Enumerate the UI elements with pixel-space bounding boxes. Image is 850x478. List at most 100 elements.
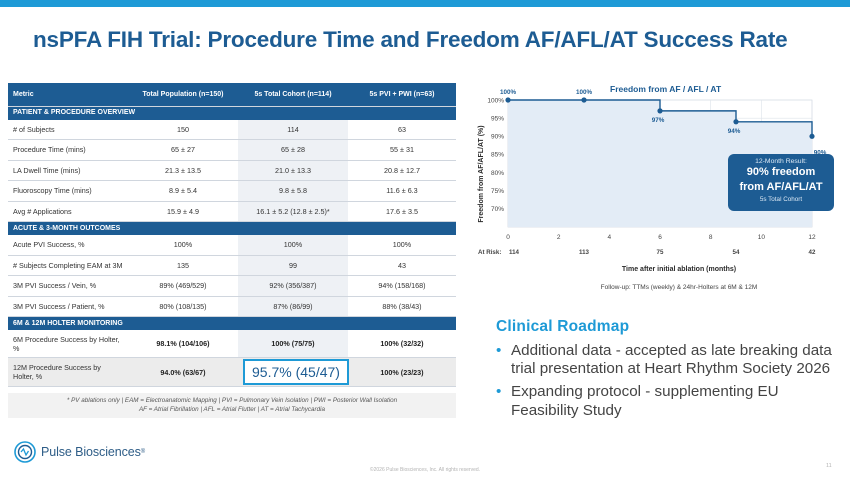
cell-value: 100% — [128, 234, 238, 256]
roadmap-list: • Additional data - accepted as late brea… — [496, 342, 836, 425]
data-label: 90% — [814, 149, 827, 156]
chart-ylabel: Freedom from AF/AFL/AT (%) — [478, 125, 485, 222]
data-point — [505, 97, 511, 103]
x-tick-label: 8 — [709, 234, 713, 241]
row-label: Avg # Applications — [8, 201, 128, 222]
cell-value: 100% — [348, 234, 456, 256]
table-row: Fluoroscopy Time (mins) 8.9 ± 5.4 9.8 ± … — [8, 180, 456, 202]
header-5s-total-cohort: 5s Total Cohort (n=114) — [238, 83, 348, 107]
at-risk-value: 75 — [657, 249, 664, 256]
top-accent-bar — [0, 0, 850, 7]
data-point — [733, 119, 739, 125]
cell-value: 100% — [238, 234, 348, 256]
x-tick-label: 6 — [658, 234, 662, 241]
highlight-box: 95.7% (45/47) — [243, 359, 349, 385]
y-tick-label: 75% — [491, 188, 504, 195]
y-tick-label: 95% — [491, 115, 504, 122]
x-tick-label: 12 — [808, 234, 816, 241]
data-label: 97% — [652, 117, 665, 124]
cell-value: 63 — [348, 119, 456, 140]
header-total-population: Total Population (n=150) — [128, 83, 238, 107]
row-label: Procedure Time (mins) — [8, 139, 128, 161]
cell-value: 100% (75/75) — [238, 329, 348, 358]
table-row: # of Subjects 150 114 63 — [8, 119, 456, 140]
cell-value-highlighted: 95.7% (45/47) — [238, 357, 349, 387]
at-risk-value: 114 — [509, 249, 520, 256]
result-line-2: 90% freedom — [746, 166, 816, 178]
y-tick-label: 90% — [491, 134, 504, 141]
table-row: # Subjects Completing EAM at 3M 135 99 4… — [8, 255, 456, 276]
table-footnote: * PV ablations only | EAM = Electroanato… — [8, 393, 456, 418]
table-row: Acute PVI Success, % 100% 100% 100% — [8, 234, 456, 256]
roadmap-item: • Expanding protocol - supplementing EU F… — [496, 383, 836, 419]
cell-value: 65 ± 27 — [128, 139, 238, 161]
section-header: ACUTE & 3-MONTH OUTCOMES — [8, 221, 456, 235]
roadmap-item-text: Expanding protocol - supplementing EU Fe… — [511, 383, 779, 419]
roadmap-title: Clinical Roadmap — [496, 318, 630, 335]
table-row: 3M PVI Success / Vein, % 89% (469/529) 9… — [8, 275, 456, 297]
data-point — [809, 133, 815, 139]
copyright: ©2026 Pulse Biosciences, Inc. All rights… — [369, 467, 481, 473]
row-label: Fluoroscopy Time (mins) — [8, 180, 128, 202]
x-tick-label: 10 — [758, 234, 766, 241]
cell-value: 80% (108/135) — [128, 296, 238, 317]
cell-value: 55 ± 31 — [348, 139, 456, 161]
cell-value: 114 — [238, 119, 348, 140]
row-label: 12M Procedure Success by Holter, % — [8, 357, 128, 387]
cell-value: 87% (86/99) — [238, 296, 348, 317]
cell-value: 94.0% (63/67) — [128, 357, 238, 387]
y-tick-label: 70% — [491, 206, 504, 213]
chart-title: Freedom from AF / AFL / AT — [610, 84, 722, 94]
table-row: Procedure Time (mins) 65 ± 27 65 ± 28 55… — [8, 139, 456, 161]
section-header: 6M & 12M HOLTER MONITORING — [8, 316, 456, 330]
cell-value: 88% (38/43) — [348, 296, 456, 317]
cell-value: 20.8 ± 12.7 — [348, 160, 456, 181]
row-label: # Subjects Completing EAM at 3M — [8, 255, 128, 276]
company-logo: Pulse Biosciences ® — [14, 441, 145, 463]
roadmap-item: • Additional data - accepted as late brea… — [496, 342, 836, 378]
cell-value: 135 — [128, 255, 238, 276]
cell-value: 16.1 ± 5.2 (12.8 ± 2.5)* — [238, 201, 348, 222]
y-tick-label: 100% — [487, 97, 504, 104]
bullet-icon: • — [496, 383, 502, 401]
cell-value: 15.9 ± 4.9 — [128, 201, 238, 222]
cell-value: 99 — [238, 255, 348, 276]
results-table: Metric Total Population (n=150) 5s Total… — [8, 83, 456, 387]
table-row: Avg # Applications 15.9 ± 4.9 16.1 ± 5.2… — [8, 201, 456, 222]
row-label: Acute PVI Success, % — [8, 234, 128, 256]
cell-value: 65 ± 28 — [238, 139, 348, 161]
section-header: PATIENT & PROCEDURE OVERVIEW — [8, 106, 456, 120]
header-metric: Metric — [8, 83, 128, 107]
result-line-4: 5s Total Cohort — [759, 195, 803, 203]
data-point — [581, 97, 587, 103]
y-tick-label: 80% — [491, 170, 504, 177]
row-label: LA Dwell Time (mins) — [8, 160, 128, 181]
cell-value: 43 — [348, 255, 456, 276]
header-5s-pvi-pwi: 5s PVI + PWI (n=63) — [348, 83, 456, 107]
footnote-line-2: AF = Atrial Fibrillation | AFL = Atrial … — [138, 405, 326, 413]
slide-title: nsPFA FIH Trial: Procedure Time and Free… — [33, 27, 788, 52]
data-label: 100% — [500, 89, 517, 96]
cell-value: 92% (356/387) — [238, 275, 348, 297]
logo-text: Pulse Biosciences — [41, 445, 141, 459]
cell-value: 9.8 ± 5.8 — [238, 180, 348, 202]
page-number: 11 — [826, 463, 832, 469]
cell-value: 100% (23/23) — [348, 357, 456, 387]
table-row: LA Dwell Time (mins) 21.3 ± 13.5 21.0 ± … — [8, 160, 456, 181]
logo-registered-mark: ® — [140, 449, 146, 455]
row-label: 3M PVI Success / Patient, % — [8, 296, 128, 317]
cell-value: 98.1% (104/106) — [128, 329, 238, 358]
cell-value: 94% (158/168) — [348, 275, 456, 297]
series-line — [508, 99, 813, 137]
data-point — [657, 108, 663, 114]
row-label: 3M PVI Success / Vein, % — [8, 275, 128, 297]
x-tick-label: 2 — [557, 234, 561, 241]
cell-value: 150 — [128, 119, 238, 140]
x-tick-label: 0 — [506, 234, 510, 241]
result-callout: 12-Month Result: 90% freedom from AF/AFL… — [728, 154, 834, 211]
result-line-3: from AF/AFL/AT — [739, 180, 823, 193]
table-row-highlighted: 12M Procedure Success by Holter, % 94.0%… — [8, 357, 456, 387]
result-line-1: 12-Month Result: — [755, 158, 807, 165]
cell-value: 17.6 ± 3.5 — [348, 201, 456, 222]
data-label: 100% — [576, 89, 593, 96]
